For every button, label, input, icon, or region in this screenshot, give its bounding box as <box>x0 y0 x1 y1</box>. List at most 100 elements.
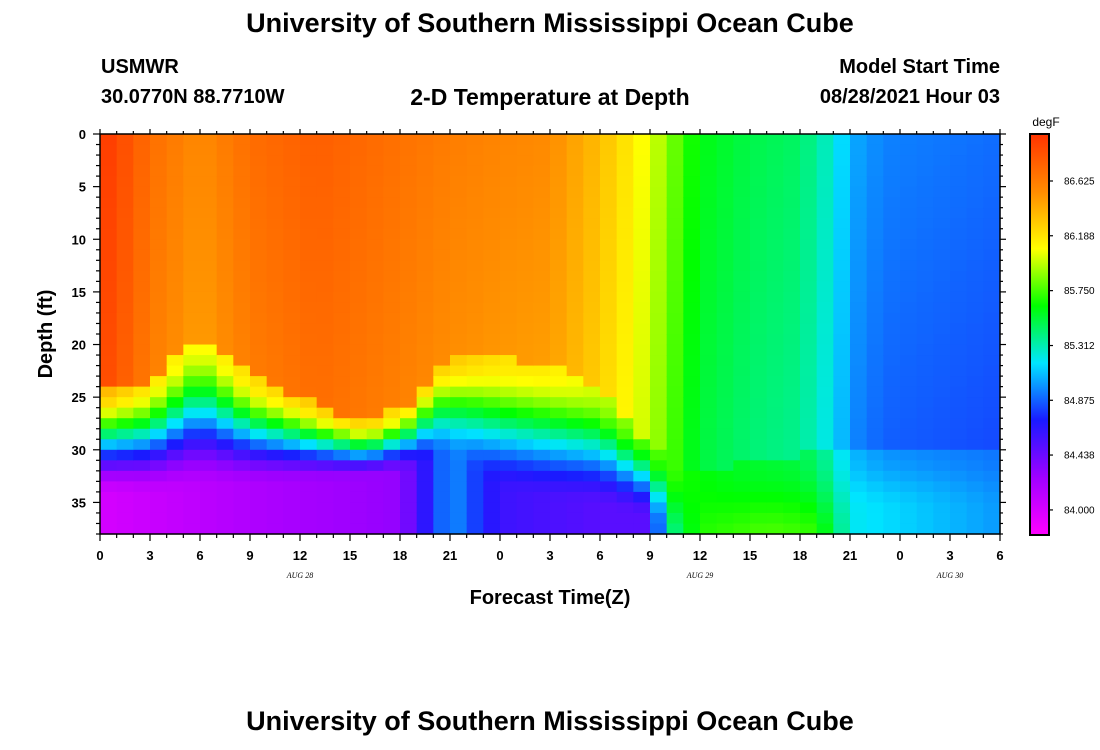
heatmap-cell <box>300 439 318 451</box>
heatmap-cell <box>800 355 818 367</box>
heatmap-cell <box>966 523 984 535</box>
heatmap-cell <box>583 397 601 409</box>
heatmap-cell <box>633 218 651 230</box>
heatmap-cell <box>683 428 701 440</box>
heatmap-cell <box>416 502 434 514</box>
heatmap-cell <box>750 523 768 535</box>
heatmap-cell <box>450 207 468 219</box>
heatmap-cell <box>900 502 918 514</box>
y-axis-title: Depth (ft) <box>35 290 57 379</box>
heatmap-cell <box>683 270 701 282</box>
heatmap-cell <box>183 428 201 440</box>
heatmap-cell <box>683 407 701 419</box>
heatmap-cell <box>416 260 434 272</box>
heatmap-cell <box>466 344 484 356</box>
heatmap-cell <box>200 344 218 356</box>
heatmap-cell <box>100 397 118 409</box>
heatmap-cell <box>350 491 368 504</box>
heatmap-cell <box>216 207 234 219</box>
heatmap-cell <box>316 386 334 398</box>
heatmap-cell <box>216 439 234 451</box>
heatmap-cell <box>700 165 718 177</box>
heatmap-cell <box>483 386 501 398</box>
heatmap-cell <box>550 439 568 451</box>
heatmap-cell <box>883 386 901 398</box>
heatmap-cell <box>683 165 701 177</box>
heatmap-cell <box>866 207 884 219</box>
heatmap-cell <box>250 134 268 146</box>
heatmap-cell <box>783 323 801 335</box>
heatmap-cell <box>600 512 618 525</box>
heatmap-cell <box>833 281 851 293</box>
heatmap-cell <box>800 491 818 504</box>
heatmap-cell <box>683 449 701 461</box>
heatmap-cell <box>950 470 968 482</box>
heatmap-cell <box>983 312 1001 325</box>
heatmap-cell <box>216 470 234 482</box>
heatmap-cell <box>900 218 918 230</box>
heatmap-cell <box>733 407 751 419</box>
heatmap-cell <box>683 334 701 346</box>
heatmap-cell <box>800 207 818 219</box>
heatmap-cell <box>400 228 418 240</box>
heatmap-cell <box>516 439 534 451</box>
heatmap-cell <box>766 323 784 335</box>
heatmap-cell <box>916 523 934 535</box>
heatmap-cell <box>716 376 734 388</box>
heatmap-cell <box>400 491 418 504</box>
heatmap-cell <box>950 155 968 167</box>
heatmap-cell <box>183 186 201 198</box>
heatmap-cell <box>733 502 751 514</box>
heatmap-cell <box>366 197 384 209</box>
heatmap-cell <box>100 365 118 377</box>
heatmap-cell <box>283 491 301 504</box>
heatmap-cell <box>983 470 1001 482</box>
heatmap-cell <box>416 218 434 230</box>
heatmap-cell <box>500 397 518 409</box>
heatmap-cell <box>533 197 551 209</box>
heatmap-cell <box>900 523 918 535</box>
heatmap-cell <box>583 176 601 188</box>
heatmap-cell <box>833 460 851 472</box>
heatmap-cell <box>350 502 368 514</box>
heatmap-cell <box>400 323 418 335</box>
heatmap-cell <box>983 502 1001 514</box>
heatmap-cell <box>966 491 984 504</box>
heatmap-cell <box>433 260 451 272</box>
heatmap-cell <box>650 512 668 525</box>
heatmap-cell <box>216 155 234 167</box>
heatmap-cell <box>100 144 118 156</box>
heatmap-cell <box>200 144 218 156</box>
heatmap-cell <box>750 165 768 177</box>
heatmap-cell <box>150 207 168 219</box>
heatmap-cell <box>566 186 584 198</box>
heatmap-cell <box>783 239 801 251</box>
heatmap-cell <box>566 418 584 430</box>
heatmap-cell <box>700 207 718 219</box>
heatmap-cell <box>783 186 801 198</box>
heatmap-cell <box>366 460 384 472</box>
heatmap-cell <box>483 397 501 409</box>
heatmap-cell <box>900 397 918 409</box>
heatmap-cell <box>950 523 968 535</box>
heatmap-cell <box>516 281 534 293</box>
heatmap-cell <box>316 407 334 419</box>
heatmap-cell <box>600 134 618 146</box>
heatmap-cell <box>766 334 784 346</box>
heatmap-cell <box>600 481 618 493</box>
heatmap-cell <box>766 228 784 240</box>
heatmap-cell <box>466 270 484 282</box>
heatmap-cell <box>833 344 851 356</box>
heatmap-cell <box>316 176 334 188</box>
heatmap-cell <box>750 323 768 335</box>
heatmap-cell <box>433 418 451 430</box>
heatmap-cell <box>883 165 901 177</box>
heatmap-cell <box>533 291 551 304</box>
heatmap-cell <box>350 460 368 472</box>
heatmap-cell <box>416 302 434 314</box>
heatmap-cell <box>350 418 368 430</box>
heatmap-cell <box>283 512 301 525</box>
heatmap-cell <box>816 270 834 282</box>
heatmap-cell <box>450 323 468 335</box>
heatmap-cell <box>116 460 134 472</box>
